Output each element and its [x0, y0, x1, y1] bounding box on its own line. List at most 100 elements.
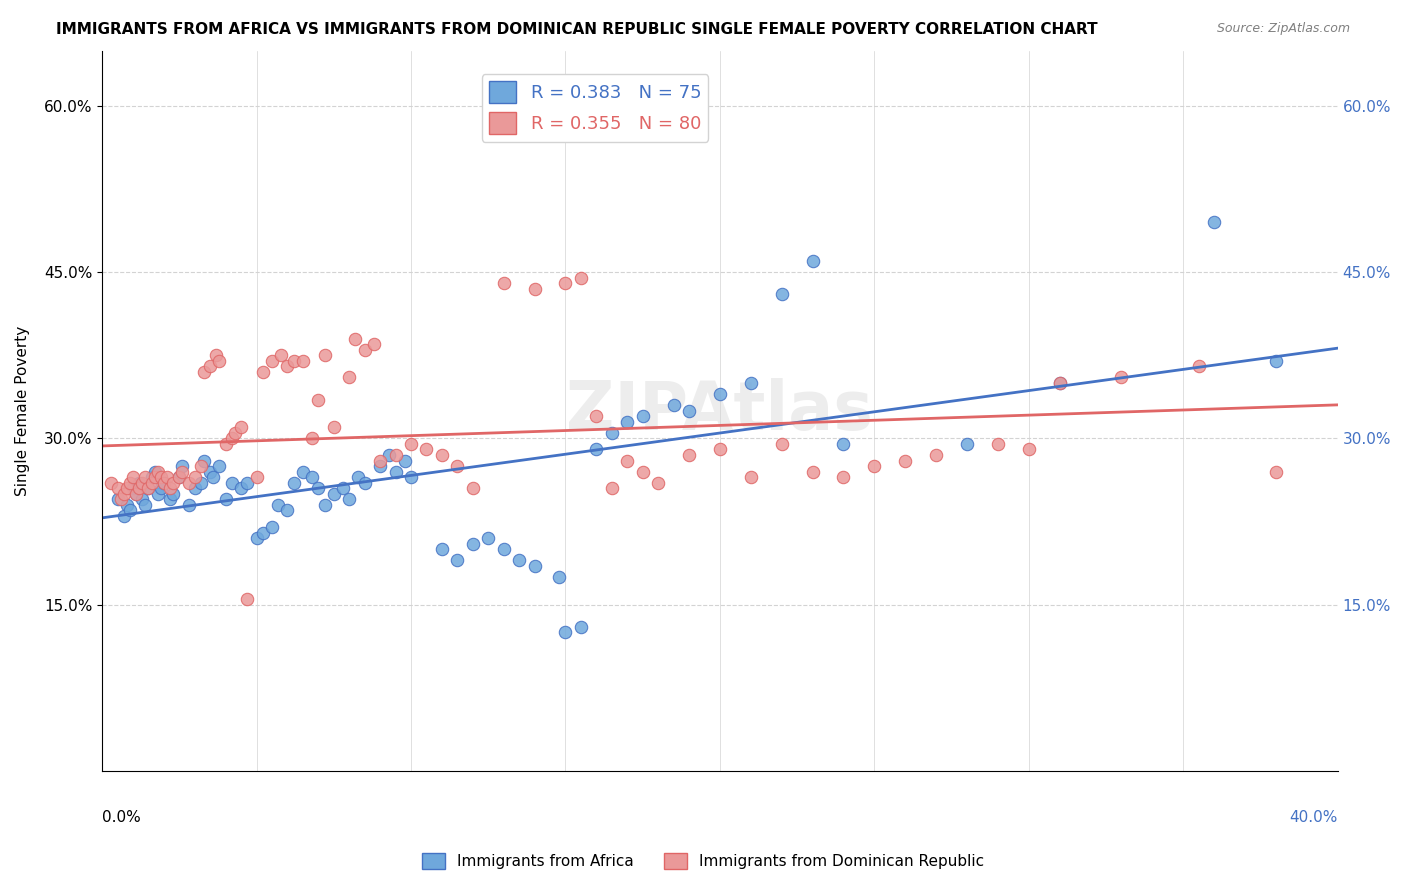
- Point: [740, 470, 762, 484]
- Point: [554, 277, 576, 291]
- Point: [461, 481, 484, 495]
- Point: [169, 470, 191, 484]
- Point: [229, 420, 252, 434]
- Point: [200, 359, 222, 374]
- Text: 0.0%: 0.0%: [103, 810, 141, 825]
- Point: [548, 570, 571, 584]
- Point: [252, 365, 274, 379]
- Point: [585, 409, 607, 424]
- Point: [987, 437, 1010, 451]
- Point: [128, 475, 150, 490]
- Point: [260, 354, 283, 368]
- Point: [208, 459, 231, 474]
- Point: [801, 254, 824, 268]
- Point: [770, 287, 793, 301]
- Point: [740, 376, 762, 390]
- Point: [863, 459, 886, 474]
- Point: [709, 387, 731, 401]
- Text: IMMIGRANTS FROM AFRICA VS IMMIGRANTS FROM DOMINICAN REPUBLIC SINGLE FEMALE POVER: IMMIGRANTS FROM AFRICA VS IMMIGRANTS FRO…: [56, 22, 1098, 37]
- Point: [347, 470, 370, 484]
- Point: [270, 348, 292, 362]
- Point: [492, 542, 515, 557]
- Point: [184, 470, 207, 484]
- Point: [1264, 465, 1286, 479]
- Point: [337, 370, 360, 384]
- Point: [118, 475, 141, 490]
- Point: [394, 453, 416, 467]
- Point: [709, 442, 731, 457]
- Point: [337, 492, 360, 507]
- Point: [215, 492, 238, 507]
- Point: [399, 470, 422, 484]
- Point: [600, 425, 623, 440]
- Point: [770, 437, 793, 451]
- Point: [236, 592, 259, 607]
- Point: [446, 553, 468, 567]
- Point: [307, 481, 329, 495]
- Point: [115, 498, 138, 512]
- Point: [138, 481, 160, 495]
- Point: [1188, 359, 1211, 374]
- Point: [122, 470, 145, 484]
- Point: [276, 503, 298, 517]
- Point: [224, 425, 246, 440]
- Point: [202, 470, 225, 484]
- Point: [205, 348, 228, 362]
- Point: [172, 459, 194, 474]
- Point: [291, 354, 314, 368]
- Point: [245, 531, 267, 545]
- Point: [1204, 215, 1226, 229]
- Point: [107, 492, 129, 507]
- Point: [344, 332, 367, 346]
- Point: [110, 492, 132, 507]
- Point: [190, 459, 212, 474]
- Point: [477, 531, 499, 545]
- Point: [162, 475, 184, 490]
- Point: [492, 277, 515, 291]
- Point: [134, 498, 156, 512]
- Point: [177, 498, 200, 512]
- Point: [523, 558, 546, 573]
- Point: [678, 403, 700, 417]
- Point: [118, 503, 141, 517]
- Point: [131, 492, 153, 507]
- Point: [159, 481, 181, 495]
- Point: [149, 481, 172, 495]
- Point: [631, 465, 654, 479]
- Point: [1049, 376, 1071, 390]
- Legend: Immigrants from Africa, Immigrants from Dominican Republic: Immigrants from Africa, Immigrants from …: [416, 847, 990, 875]
- Point: [368, 453, 391, 467]
- Text: Source: ZipAtlas.com: Source: ZipAtlas.com: [1216, 22, 1350, 36]
- Point: [193, 453, 215, 467]
- Point: [430, 542, 453, 557]
- Point: [832, 437, 855, 451]
- Point: [153, 475, 176, 490]
- Point: [184, 481, 207, 495]
- Point: [107, 481, 129, 495]
- Y-axis label: Single Female Poverty: Single Female Poverty: [15, 326, 30, 496]
- Point: [600, 481, 623, 495]
- Point: [616, 415, 638, 429]
- Point: [1018, 442, 1040, 457]
- Point: [177, 475, 200, 490]
- Point: [384, 465, 406, 479]
- Point: [523, 282, 546, 296]
- Point: [172, 465, 194, 479]
- Point: [245, 470, 267, 484]
- Point: [200, 465, 222, 479]
- Point: [276, 359, 298, 374]
- Point: [508, 553, 530, 567]
- Point: [368, 459, 391, 474]
- Point: [143, 465, 166, 479]
- Point: [156, 470, 179, 484]
- Point: [314, 498, 336, 512]
- Point: [631, 409, 654, 424]
- Point: [112, 487, 135, 501]
- Point: [314, 348, 336, 362]
- Point: [461, 536, 484, 550]
- Point: [415, 442, 437, 457]
- Point: [1049, 376, 1071, 390]
- Point: [221, 475, 243, 490]
- Point: [221, 431, 243, 445]
- Point: [267, 498, 290, 512]
